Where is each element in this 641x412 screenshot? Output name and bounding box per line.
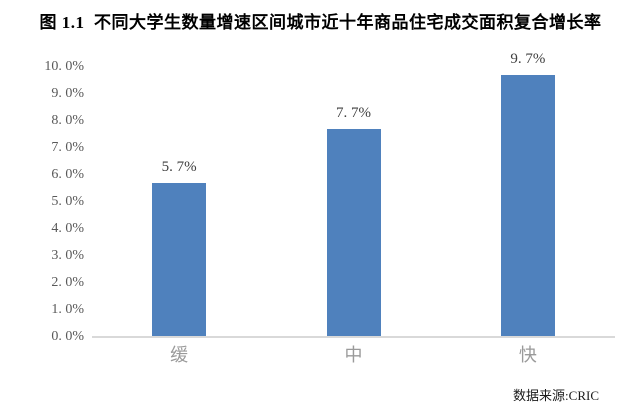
source-note: 数据来源:CRIC bbox=[513, 388, 599, 403]
bar-value-label: 7. 7% bbox=[336, 105, 371, 122]
bar bbox=[500, 75, 555, 337]
plot-area: 5. 7% 7. 7% 9. 7% bbox=[92, 51, 615, 337]
y-tick-label: 8. 0% bbox=[51, 113, 84, 128]
y-tick-label: 6. 0% bbox=[51, 167, 84, 182]
bar-value-label: 5. 7% bbox=[161, 159, 197, 176]
y-tick-label: 7. 0% bbox=[51, 140, 84, 155]
category-label: 缓 bbox=[170, 345, 189, 365]
y-axis: 0. 0% 1. 0% 2. 0% 3. 0% 4. 0% 5. 0% 6. 0% 7. 0%… bbox=[0, 59, 84, 344]
y-tick-label: 1. 0% bbox=[51, 302, 84, 317]
y-tick-label: 9. 0% bbox=[51, 86, 84, 101]
y-tick-label: 3. 0% bbox=[51, 248, 84, 263]
y-tick-label: 0. 0% bbox=[51, 329, 84, 344]
bar-value-label: 9. 7% bbox=[510, 51, 546, 68]
bar bbox=[326, 129, 381, 337]
category-label: 快 bbox=[518, 345, 537, 365]
bar bbox=[152, 183, 207, 337]
y-tick-label: 10. 0% bbox=[44, 59, 84, 74]
y-tick-label: 5. 0% bbox=[51, 194, 84, 209]
x-axis-baseline bbox=[92, 336, 615, 338]
y-tick-label: 4. 0% bbox=[51, 221, 84, 236]
y-tick-label: 2. 0% bbox=[51, 275, 84, 290]
x-axis: 缓中快 bbox=[92, 343, 615, 369]
chart-title: 图 1.1 不同大学生数量增速区间城市近十年商品住宅成交面积复合增长率 bbox=[39, 13, 602, 32]
category-label: 中 bbox=[344, 345, 363, 365]
